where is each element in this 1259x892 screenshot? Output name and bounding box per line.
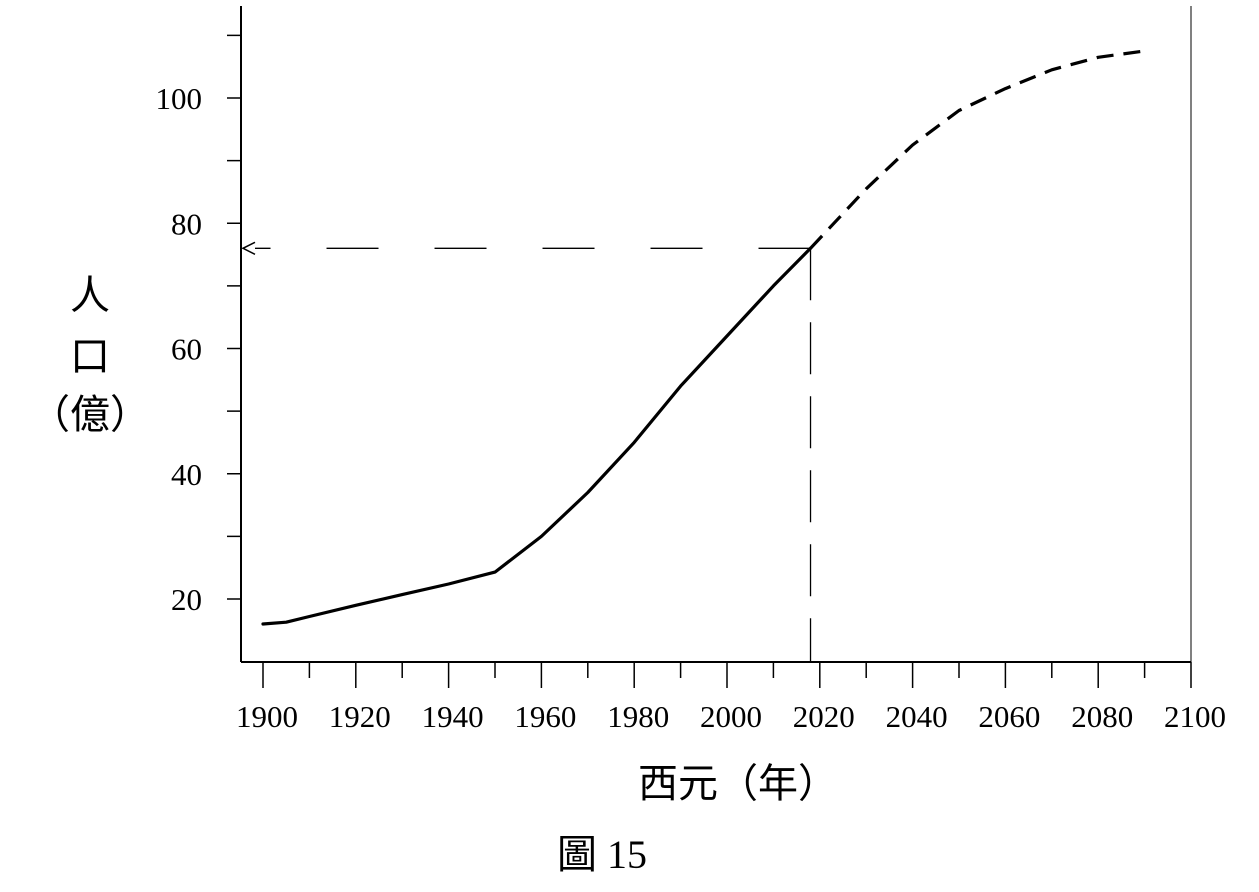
x-tick-label: 1980: [607, 699, 669, 734]
x-tick-label: 2000: [700, 699, 762, 734]
y-axis-title-line-3: （億）: [30, 392, 150, 437]
y-tick-label: 40: [171, 457, 202, 492]
series-lines: [261, 49, 1145, 626]
x-tick-label: 2080: [1071, 699, 1133, 734]
y-axis-title-line-1: 人: [70, 273, 110, 318]
y-tick-label: 80: [171, 206, 202, 241]
y-tick-label: 100: [156, 81, 203, 116]
ticks: [227, 34, 1192, 688]
y-tick-label: 20: [171, 582, 202, 617]
x-tick-label: 2100: [1164, 699, 1226, 734]
x-axis-title: 西元（年）: [638, 761, 838, 806]
x-tick-label: 2060: [978, 699, 1040, 734]
arrow-head-icon: [241, 241, 256, 255]
figure-caption: 圖 15: [557, 832, 647, 877]
x-tick-label: 2020: [793, 699, 855, 734]
y-tick-label: 60: [171, 332, 202, 367]
x-tick-label: 1940: [422, 699, 484, 734]
y-axis-title: 人 口 （億）: [30, 273, 150, 437]
x-tick-label: 1920: [329, 699, 391, 734]
x-tick-label: 1900: [236, 699, 298, 734]
axes: [240, 6, 1192, 663]
x-tick-label: 1960: [514, 699, 576, 734]
y-axis-title-line-2: 口: [70, 334, 110, 379]
x-tick-label: 2040: [886, 699, 948, 734]
reference-lines: [241, 241, 812, 662]
series-projection-line: [809, 49, 1145, 250]
series-actual-line: [261, 246, 813, 626]
